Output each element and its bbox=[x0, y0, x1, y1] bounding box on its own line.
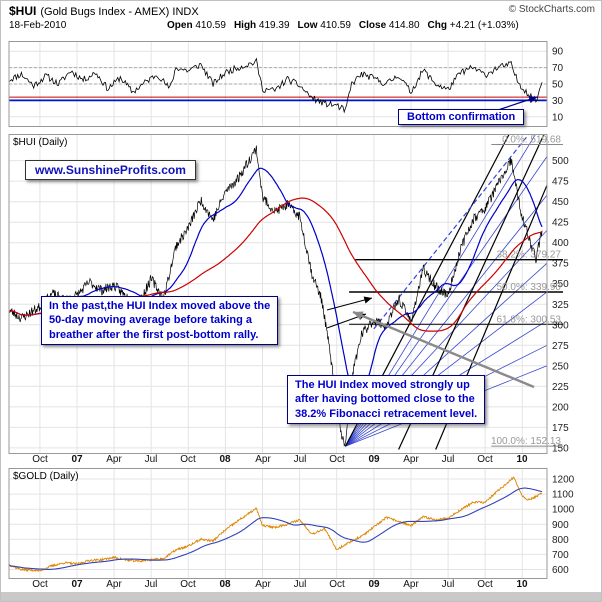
y-axis-tick: 300 bbox=[552, 320, 569, 331]
y-axis-tick: 175 bbox=[552, 423, 569, 434]
x-axis-label-08: 08 bbox=[219, 454, 231, 465]
gold-panel-label: $GOLD (Daily) bbox=[13, 471, 79, 482]
y-axis-tick: 1200 bbox=[552, 475, 575, 486]
x-axis-label-Apr: Apr bbox=[403, 579, 419, 590]
series-50-day-ma bbox=[8, 167, 543, 396]
trend-line bbox=[373, 111, 548, 330]
x-axis-label-09: 09 bbox=[368, 579, 380, 590]
x-axis-labels-gold: Oct 07 Apr Jul Oct 08 Apr Jul Oct 09 Apr Jul Oct 10 bbox=[1, 579, 601, 592]
x-axis-label-07: 07 bbox=[71, 579, 83, 590]
y-axis-tick: 800 bbox=[552, 535, 569, 546]
x-axis-label-07: 07 bbox=[71, 454, 83, 465]
fibonacci-label: 61.8%: 300.53 bbox=[497, 314, 562, 325]
sunshineprofits-watermark: www.SunshineProfits.com bbox=[25, 160, 196, 180]
y-axis-tick: 500 bbox=[552, 156, 569, 167]
y-axis-tick: 475 bbox=[552, 177, 569, 188]
y-axis-tick: 150 bbox=[552, 443, 569, 454]
y-axis-tick: 375 bbox=[552, 259, 569, 270]
title-row: © StockCharts.com $HUI (Gold Bugs Index -… bbox=[9, 4, 595, 18]
x-axis-label-Oct: Oct bbox=[180, 454, 196, 465]
symbol-description: (Gold Bugs Index - AMEX) INDX bbox=[40, 6, 199, 18]
bottom-confirmation-callout: Bottom confirmation bbox=[398, 109, 525, 125]
y-axis-tick: 275 bbox=[552, 341, 569, 352]
bottom-strip bbox=[1, 592, 601, 601]
x-axis-label-Apr: Apr bbox=[106, 579, 122, 590]
y-axis-tick: 90 bbox=[552, 47, 564, 58]
y-axis-tick: 350 bbox=[552, 279, 569, 290]
quote-row: 18-Feb-2010 Open 410.59 High 419.39 Low 41… bbox=[9, 20, 595, 34]
y-axis-tick: 10 bbox=[552, 112, 564, 123]
symbol: $HUI bbox=[9, 4, 37, 18]
panel-border bbox=[8, 134, 548, 454]
x-axis-label-Apr: Apr bbox=[255, 579, 271, 590]
y-axis-tick: 400 bbox=[552, 238, 569, 249]
x-axis-label-09: 09 bbox=[368, 454, 380, 465]
x-axis-label-Jul: Jul bbox=[293, 454, 307, 465]
x-axis-label-Oct: Oct bbox=[32, 579, 48, 590]
panel-border bbox=[8, 41, 548, 127]
fibonacci-label: 50.0%: 339.90 bbox=[497, 282, 562, 293]
note-fibonacci-bottom: The HUI Index moved strongly up after ha… bbox=[287, 375, 486, 424]
y-axis-tick: 450 bbox=[552, 197, 569, 208]
y-axis-tick: 600 bbox=[552, 565, 569, 576]
quote-low: Low 410.59 bbox=[297, 20, 351, 31]
series-gold-price bbox=[8, 476, 543, 573]
y-axis-tick: 1100 bbox=[552, 490, 574, 501]
x-axis-label-Jul: Jul bbox=[144, 579, 158, 590]
fibonacci-label: 100.0%: 152.13 bbox=[491, 436, 561, 447]
chart-header: © StockCharts.com $HUI (Gold Bugs Index -… bbox=[1, 1, 601, 41]
y-axis-tick: 70 bbox=[552, 63, 564, 74]
x-axis-label-08: 08 bbox=[219, 579, 231, 590]
y-axis-tick: 30 bbox=[552, 96, 564, 107]
x-axis-label-Jul: Jul bbox=[441, 454, 455, 465]
y-axis-tick: 200 bbox=[552, 402, 569, 413]
fibonacci-label: 0.0%: 519.68 bbox=[502, 135, 561, 146]
x-axis-label-Oct: Oct bbox=[32, 454, 48, 465]
x-axis-label-Jul: Jul bbox=[293, 579, 307, 590]
quote-chg: Chg +4.21 (+1.03%) bbox=[427, 20, 519, 31]
x-axis-label-Apr: Apr bbox=[106, 454, 122, 465]
y-axis-tick: 1000 bbox=[552, 505, 575, 516]
x-axis-label-Oct: Oct bbox=[477, 579, 493, 590]
x-axis-label-Oct: Oct bbox=[477, 454, 493, 465]
fibonacci-label: 38.2%: 379.27 bbox=[497, 250, 562, 261]
note-50day-ma: In the past,the HUI Index moved above th… bbox=[41, 296, 279, 345]
chart-date: 18-Feb-2010 bbox=[9, 20, 67, 31]
x-axis-label-Oct: Oct bbox=[329, 579, 345, 590]
quote-close: Close 414.80 bbox=[358, 20, 420, 31]
x-axis-label-Oct: Oct bbox=[329, 454, 345, 465]
hui-panel-label: $HUI (Daily) bbox=[13, 137, 68, 148]
y-axis-tick: 325 bbox=[552, 300, 569, 311]
series-gold-ma bbox=[8, 487, 543, 570]
y-axis-tick: 900 bbox=[552, 520, 569, 531]
x-axis-label-10: 10 bbox=[516, 454, 528, 465]
x-axis-label-Jul: Jul bbox=[144, 454, 158, 465]
y-axis-tick: 250 bbox=[552, 361, 569, 372]
panel-border bbox=[8, 468, 548, 579]
x-axis-label-Apr: Apr bbox=[403, 454, 419, 465]
y-axis-tick: 425 bbox=[552, 218, 569, 229]
quote-open: Open 410.59 bbox=[167, 20, 226, 31]
x-axis-label-Oct: Oct bbox=[180, 579, 196, 590]
x-axis-label-Apr: Apr bbox=[255, 454, 271, 465]
x-axis-labels-main: Oct 07 Apr Jul Oct 08 Apr Jul Oct 09 Apr Jul Oct 10 bbox=[1, 454, 601, 467]
y-axis-tick: 700 bbox=[552, 550, 569, 561]
gold-chart-svg: 1200 1100 1000 900 800 700 600 bbox=[8, 468, 575, 579]
y-axis-tick: 225 bbox=[552, 382, 569, 393]
x-axis-label-10: 10 bbox=[516, 579, 528, 590]
x-axis-label-Jul: Jul bbox=[441, 579, 455, 590]
stockcharts-copyright: © StockCharts.com bbox=[508, 4, 595, 15]
series-oscillator bbox=[8, 57, 543, 114]
quote-high: High 419.39 bbox=[233, 20, 290, 31]
y-axis-tick: 50 bbox=[552, 80, 564, 91]
ohlc-readout: Open 410.59 High 419.39 Low 410.59 Close 41… bbox=[167, 20, 527, 31]
gold-price-panel: 1200 1100 1000 900 800 700 600 bbox=[1, 468, 601, 579]
